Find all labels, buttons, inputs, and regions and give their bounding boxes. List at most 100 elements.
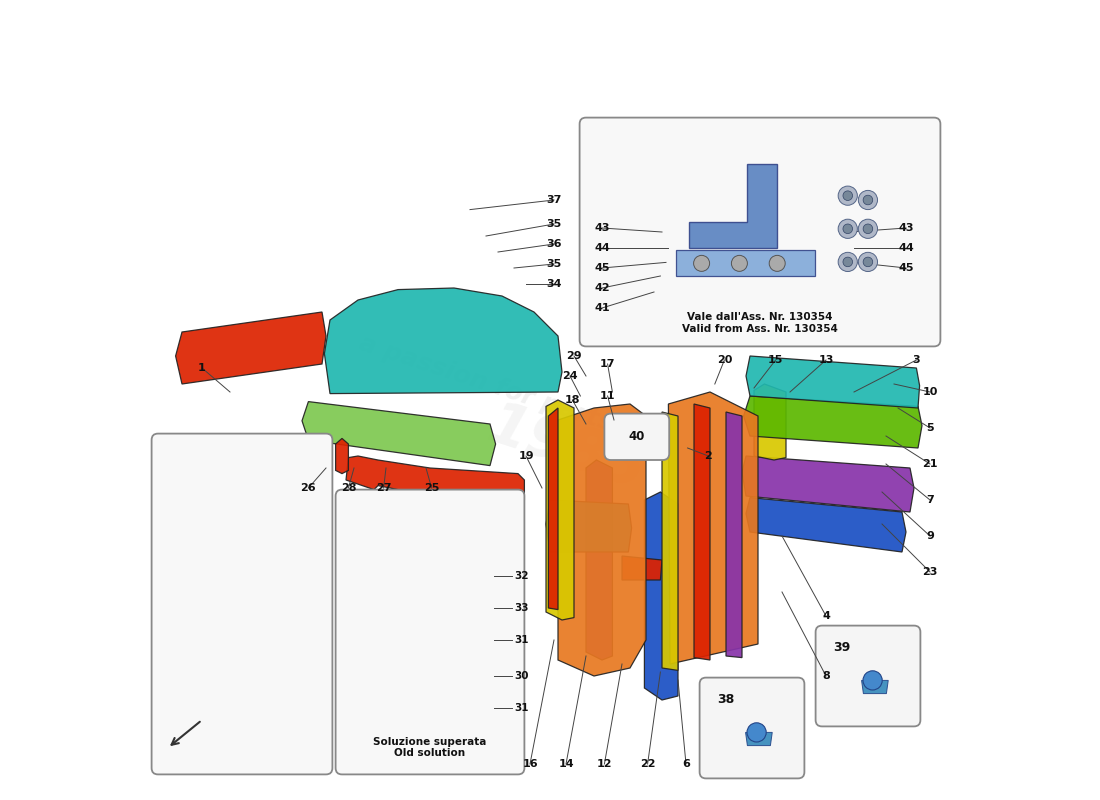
Text: 28: 28 [341,483,356,493]
Text: 44: 44 [594,243,609,253]
Polygon shape [662,412,678,670]
Text: 19: 19 [518,451,534,461]
FancyBboxPatch shape [580,118,940,346]
Text: 26: 26 [300,483,316,493]
Polygon shape [398,530,507,593]
Text: 31: 31 [515,635,529,645]
Text: 10: 10 [922,387,937,397]
Polygon shape [336,438,349,474]
FancyBboxPatch shape [152,434,332,774]
Text: Vale dall'Ass. Nr. 130354
Valid from Ass. Nr. 130354: Vale dall'Ass. Nr. 130354 Valid from Ass… [682,312,838,334]
Circle shape [838,252,857,271]
Polygon shape [324,288,562,394]
Text: 35: 35 [547,259,562,269]
FancyBboxPatch shape [700,678,804,778]
Text: 9: 9 [926,531,934,541]
Polygon shape [621,556,662,580]
Text: 8: 8 [822,671,829,681]
Text: 1: 1 [198,363,206,373]
Circle shape [864,670,882,690]
Circle shape [864,224,872,234]
Text: 21: 21 [922,459,937,469]
Polygon shape [204,534,217,686]
Text: 5: 5 [926,423,934,433]
Text: 11: 11 [600,391,615,401]
Text: 3: 3 [913,355,921,365]
Text: 24: 24 [562,371,578,381]
Text: 25: 25 [424,483,439,493]
Text: 39: 39 [834,642,851,654]
Polygon shape [742,456,914,512]
Text: 14: 14 [558,759,574,769]
Circle shape [838,186,857,206]
Text: a passion for parts: a passion for parts [356,331,616,437]
Circle shape [858,252,878,271]
Text: 30: 30 [515,671,529,681]
Polygon shape [302,402,496,466]
Polygon shape [549,408,558,610]
Polygon shape [178,557,310,618]
Polygon shape [546,500,631,552]
Text: 23: 23 [922,567,937,577]
Text: 6: 6 [682,759,690,769]
Circle shape [843,191,852,201]
Text: 35: 35 [547,219,562,229]
Polygon shape [558,404,646,676]
Text: 16: 16 [522,759,538,769]
Polygon shape [676,250,815,276]
Text: 7: 7 [926,495,934,505]
Polygon shape [744,396,922,448]
Polygon shape [242,534,254,686]
Polygon shape [754,384,786,460]
Circle shape [747,723,767,742]
FancyBboxPatch shape [336,490,525,774]
Text: 42: 42 [594,283,609,293]
Text: 36: 36 [547,239,562,249]
Circle shape [694,255,710,271]
Polygon shape [280,534,293,686]
Polygon shape [746,733,772,746]
Text: 37: 37 [547,195,562,205]
Polygon shape [178,490,310,722]
Text: 27: 27 [376,483,392,493]
Polygon shape [746,356,920,408]
Text: 18: 18 [564,395,580,405]
Text: 38: 38 [717,694,735,706]
Text: 17: 17 [600,359,615,369]
Polygon shape [176,312,326,384]
Text: 43: 43 [899,223,914,233]
Text: 44: 44 [898,243,914,253]
Text: 45: 45 [594,263,609,273]
Polygon shape [689,164,778,247]
Text: 4: 4 [822,611,829,621]
Polygon shape [586,460,613,660]
Text: 2: 2 [704,451,713,461]
FancyBboxPatch shape [815,626,921,726]
Text: 29: 29 [566,351,582,361]
Polygon shape [861,680,888,694]
Text: 13: 13 [818,355,834,365]
Circle shape [858,190,878,210]
Polygon shape [694,404,710,660]
Text: 31: 31 [515,703,529,713]
Text: 22: 22 [640,759,656,769]
Text: 41: 41 [594,303,609,313]
FancyBboxPatch shape [604,414,669,460]
Circle shape [769,255,785,271]
Text: 45: 45 [899,263,914,273]
Circle shape [843,224,852,234]
Polygon shape [358,597,405,670]
Polygon shape [726,412,742,658]
Polygon shape [346,456,525,506]
Polygon shape [669,392,758,664]
Circle shape [838,219,857,238]
Circle shape [858,219,878,238]
Circle shape [864,257,872,266]
Text: 15: 15 [768,355,783,365]
Text: 1985: 1985 [480,396,652,500]
Polygon shape [546,400,574,620]
Circle shape [864,195,872,205]
Polygon shape [645,492,678,700]
Circle shape [843,257,852,266]
Polygon shape [178,596,310,658]
